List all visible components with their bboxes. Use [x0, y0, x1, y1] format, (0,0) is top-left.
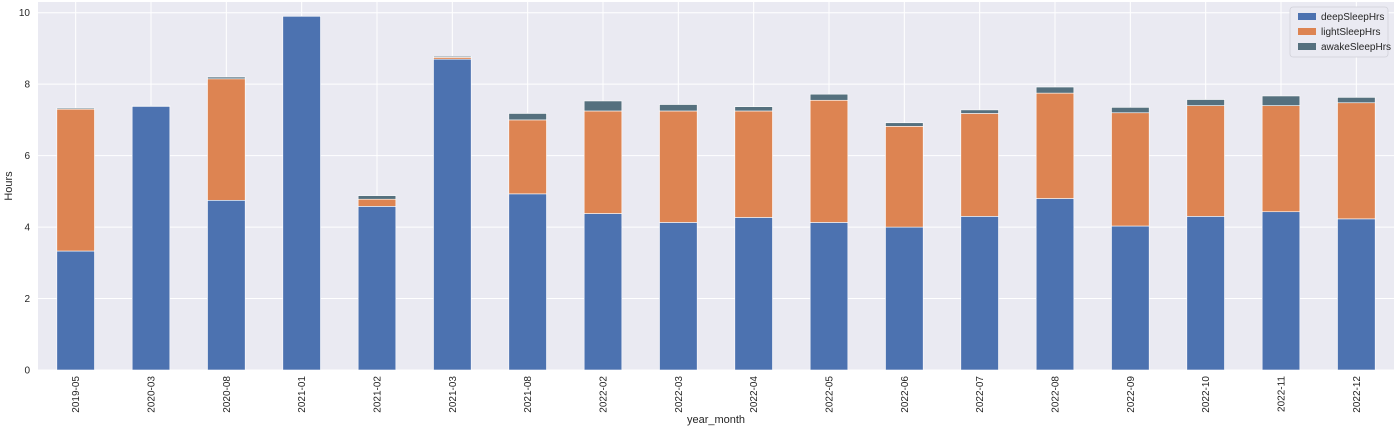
- bar-lightSleepHrs-2021-08: [508, 119, 547, 195]
- legend-swatch-awake: [1298, 43, 1316, 50]
- bar-deepSleepHrs-2022-10: [1186, 216, 1225, 371]
- bar-awakeSleepHrs-2022-03: [659, 104, 698, 112]
- x-tick-label: 2021-01: [297, 376, 308, 413]
- x-tick-label: 2021-08: [523, 376, 534, 413]
- x-tick-label: 2022-04: [749, 376, 760, 413]
- bar-awakeSleepHrs-2022-06: [885, 122, 924, 127]
- bar-lightSleepHrs-2022-11: [1261, 105, 1301, 213]
- x-tick-label: 2022-12: [1352, 376, 1363, 413]
- bar-awakeSleepHrs-2022-05: [809, 93, 849, 101]
- y-tick-label: 4: [24, 223, 30, 234]
- bar-deepSleepHrs-2022-09: [1111, 225, 1150, 371]
- bar-awakeSleepHrs-2019-05: [56, 107, 95, 110]
- plot-background: [38, 2, 1394, 370]
- x-tick-label: 2020-08: [222, 376, 233, 413]
- bar-deepSleepHrs-2021-08: [508, 193, 547, 371]
- bar-lightSleepHrs-2022-06: [885, 126, 924, 228]
- x-tick-labels: 2019-05 2020-03 2020-08 2021-01 2021-02 2021-…: [71, 376, 1363, 413]
- x-tick-label: 2022-10: [1201, 376, 1212, 413]
- bar-awakeSleepHrs-2022-04: [734, 106, 773, 112]
- bar-deepSleepHrs-2019-05: [56, 250, 95, 371]
- y-tick-label: 8: [24, 80, 30, 91]
- bar-awakeSleepHrs-2020-08: [207, 76, 246, 80]
- bar-deepSleepHrs-2022-08: [1035, 198, 1075, 371]
- legend: deepSleepHrs lightSleepHrs awakeSleepHrs: [1289, 6, 1391, 58]
- x-tick-label: 2022-11: [1277, 376, 1288, 412]
- bar-deepSleepHrs-2021-02: [357, 206, 397, 371]
- bar-lightSleepHrs-2022-03: [659, 110, 698, 223]
- x-tick-label: 2022-05: [825, 376, 836, 413]
- bar-lightSleepHrs-2022-10: [1186, 105, 1225, 217]
- x-tick-label: 2022-02: [599, 376, 610, 413]
- bar-deepSleepHrs-2022-12: [1337, 218, 1376, 371]
- bar-awakeSleepHrs-2022-09: [1111, 107, 1150, 114]
- bar-lightSleepHrs-2022-08: [1035, 92, 1075, 199]
- bar-deepSleepHrs-2022-11: [1261, 211, 1301, 371]
- bars-group: [56, 15, 1376, 371]
- bar-deepSleepHrs-2020-08: [207, 199, 246, 371]
- x-tick-label: 2022-08: [1051, 376, 1062, 413]
- y-axis-label: Hours: [3, 171, 15, 201]
- bar-deepSleepHrs-2022-06: [885, 226, 924, 371]
- bar-deepSleepHrs-2022-04: [734, 217, 773, 371]
- legend-label-awake: awakeSleepHrs: [1321, 42, 1391, 53]
- bar-awakeSleepHrs-2021-03: [433, 56, 472, 58]
- bar-lightSleepHrs-2022-04: [734, 110, 773, 218]
- x-axis-label: year_month: [687, 414, 745, 426]
- bar-lightSleepHrs-2021-02: [357, 198, 397, 207]
- bar-deepSleepHrs-2021-03: [433, 58, 472, 371]
- bar-deepSleepHrs-2022-05: [809, 222, 849, 371]
- y-tick-label: 0: [24, 366, 30, 377]
- bar-awakeSleepHrs-2022-11: [1261, 95, 1301, 106]
- bar-lightSleepHrs-2019-05: [56, 108, 95, 252]
- x-tick-label: 2022-09: [1126, 376, 1137, 413]
- y-tick-label: 6: [24, 151, 30, 162]
- x-tick-label: 2022-06: [900, 376, 911, 413]
- x-tick-label: 2019-05: [71, 376, 82, 413]
- bar-awakeSleepHrs-2021-08: [508, 113, 547, 121]
- bar-lightSleepHrs-2022-07: [960, 113, 999, 217]
- bar-lightSleepHrs-2022-05: [809, 99, 849, 223]
- legend-label-deep: deepSleepHrs: [1321, 12, 1384, 23]
- x-tick-label: 2022-07: [975, 376, 986, 413]
- x-tick-label: 2021-03: [448, 376, 459, 413]
- legend-swatch-deep: [1298, 13, 1316, 20]
- bar-deepSleepHrs-2022-02: [583, 213, 623, 371]
- bar-awakeSleepHrs-2022-10: [1186, 99, 1225, 106]
- bar-deepSleepHrs-2020-03: [131, 106, 171, 371]
- bar-awakeSleepHrs-2022-08: [1035, 86, 1075, 94]
- bar-deepSleepHrs-2022-07: [960, 216, 999, 371]
- y-tick-label: 2: [24, 294, 30, 305]
- bar-lightSleepHrs-2022-09: [1111, 112, 1150, 227]
- bar-awakeSleepHrs-2022-02: [583, 100, 623, 112]
- x-tick-label: 2021-02: [373, 376, 384, 413]
- legend-swatch-light: [1298, 28, 1316, 35]
- bar-awakeSleepHrs-2022-07: [960, 109, 999, 114]
- x-tick-label: 2022-03: [674, 376, 685, 413]
- bar-lightSleepHrs-2020-08: [207, 78, 246, 201]
- bar-awakeSleepHrs-2022-12: [1337, 97, 1376, 104]
- y-tick-labels: 0 2 4 6 8 10: [19, 8, 31, 376]
- bar-awakeSleepHrs-2020-03: [131, 105, 171, 107]
- bar-lightSleepHrs-2022-02: [583, 110, 623, 214]
- bar-lightSleepHrs-2022-12: [1337, 102, 1376, 220]
- bar-deepSleepHrs-2022-03: [659, 222, 698, 371]
- bar-awakeSleepHrs-2021-02: [357, 195, 397, 200]
- x-tick-label: 2020-03: [147, 376, 158, 413]
- legend-label-light: lightSleepHrs: [1321, 27, 1380, 38]
- y-tick-label: 10: [19, 8, 31, 19]
- bar-deepSleepHrs-2021-01: [282, 15, 321, 371]
